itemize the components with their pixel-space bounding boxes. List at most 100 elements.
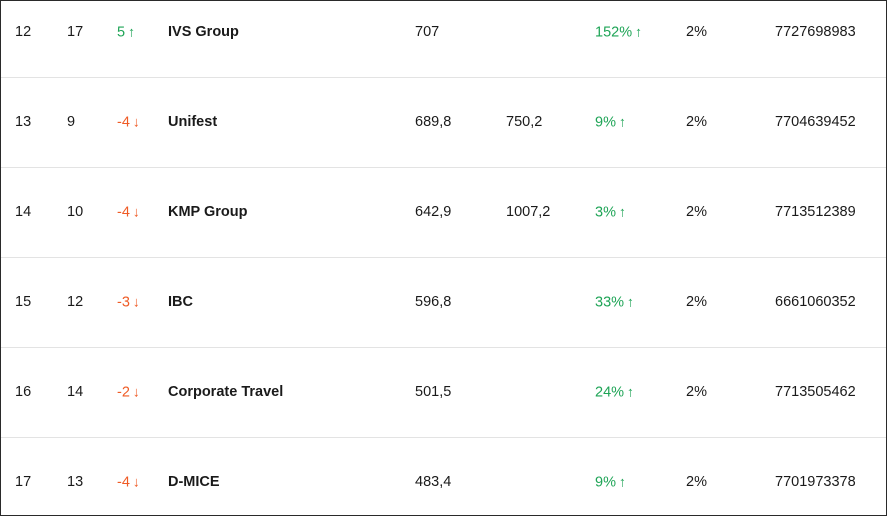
rank-cell: 17 — [15, 473, 31, 491]
share-text: 2% — [686, 114, 707, 130]
share-cell: 2% — [686, 293, 707, 311]
rank-change-cell: -3 ↓ — [117, 293, 140, 312]
value-current-text: 642,9 — [415, 204, 452, 220]
arrow-down-icon: ↓ — [132, 113, 140, 130]
growth-cell: 33% ↑ — [595, 293, 634, 312]
previous-rank-text: 12 — [67, 294, 84, 310]
previous-rank-cell: 12 — [67, 293, 83, 311]
arrow-up-icon: ↑ — [128, 23, 136, 40]
table-row: 16 14 -2 ↓ Corporate Travel 501,5 24% ↑ 2% 771350… — [1, 347, 886, 438]
inn-cell: 7704639452 — [775, 113, 856, 131]
value-current-text: 689,8 — [415, 114, 452, 130]
rank-text: 12 — [15, 24, 32, 40]
inn-text: 7727698983 — [775, 24, 856, 40]
value-current-cell: 707 — [415, 23, 439, 41]
share-cell: 2% — [686, 113, 707, 131]
rank-change-text: -4 — [117, 114, 130, 131]
share-cell: 2% — [686, 203, 707, 221]
previous-rank-cell: 9 — [67, 113, 75, 131]
previous-rank-text: 10 — [67, 204, 84, 220]
rank-cell: 14 — [15, 203, 31, 221]
previous-rank-cell: 14 — [67, 383, 83, 401]
arrow-down-icon: ↓ — [132, 293, 140, 310]
growth-text: 9% — [595, 114, 616, 131]
share-text: 2% — [686, 204, 707, 220]
inn-cell: 7727698983 — [775, 23, 856, 41]
rank-change-text: -2 — [117, 384, 130, 401]
inn-text: 7704639452 — [775, 114, 856, 130]
company-name-text: IVS Group — [168, 24, 239, 40]
company-name-text: D-MICE — [168, 474, 220, 490]
value-previous-cell: 750,2 — [506, 113, 542, 131]
rank-text: 13 — [15, 114, 32, 130]
value-current-text: 501,5 — [415, 384, 452, 400]
value-current-cell: 689,8 — [415, 113, 451, 131]
table-row: 12 17 5 ↑ IVS Group 707 152% ↑ 2% 7727698983 — [1, 1, 886, 78]
growth-text: 3% — [595, 204, 616, 221]
share-cell: 2% — [686, 473, 707, 491]
rank-text: 15 — [15, 294, 32, 310]
growth-cell: 3% ↑ — [595, 203, 626, 222]
value-current-cell: 596,8 — [415, 293, 451, 311]
share-text: 2% — [686, 294, 707, 310]
rank-text: 16 — [15, 384, 32, 400]
arrow-up-icon: ↑ — [627, 383, 635, 400]
rank-cell: 12 — [15, 23, 31, 41]
company-name-cell: IVS Group — [168, 23, 239, 41]
inn-text: 7713505462 — [775, 384, 856, 400]
previous-rank-text: 13 — [67, 474, 84, 490]
company-name-cell: KMP Group — [168, 203, 247, 221]
company-name-cell: Corporate Travel — [168, 383, 283, 401]
previous-rank-cell: 17 — [67, 23, 83, 41]
share-cell: 2% — [686, 23, 707, 41]
inn-cell: 7713505462 — [775, 383, 856, 401]
company-name-text: Unifest — [168, 114, 218, 130]
previous-rank-cell: 13 — [67, 473, 83, 491]
value-current-text: 483,4 — [415, 474, 452, 490]
growth-text: 9% — [595, 474, 616, 491]
arrow-down-icon: ↓ — [132, 473, 140, 490]
growth-cell: 9% ↑ — [595, 113, 626, 132]
inn-text: 7713512389 — [775, 204, 856, 220]
inn-text: 6661060352 — [775, 294, 856, 310]
value-previous-text: 1007,2 — [506, 204, 551, 220]
rank-change-text: -3 — [117, 294, 130, 311]
growth-text: 24% — [595, 384, 625, 401]
inn-cell: 7713512389 — [775, 203, 856, 221]
growth-cell: 9% ↑ — [595, 473, 626, 492]
rank-change-cell: -4 ↓ — [117, 203, 140, 222]
rank-change-text: 5 — [117, 24, 126, 41]
company-name-cell: D-MICE — [168, 473, 220, 491]
value-current-text: 707 — [415, 24, 440, 40]
rank-change-cell: -4 ↓ — [117, 113, 140, 132]
arrow-down-icon: ↓ — [132, 383, 140, 400]
value-current-cell: 642,9 — [415, 203, 451, 221]
rank-change-cell: 5 ↑ — [117, 23, 135, 42]
rank-cell: 16 — [15, 383, 31, 401]
previous-rank-text: 9 — [67, 114, 76, 130]
company-name-cell: IBC — [168, 293, 193, 311]
company-name-text: IBC — [168, 294, 193, 310]
arrow-up-icon: ↑ — [635, 23, 643, 40]
rank-change-text: -4 — [117, 474, 130, 491]
rank-change-cell: -4 ↓ — [117, 473, 140, 492]
share-cell: 2% — [686, 383, 707, 401]
arrow-down-icon: ↓ — [132, 203, 140, 220]
previous-rank-text: 14 — [67, 384, 84, 400]
rank-cell: 15 — [15, 293, 31, 311]
previous-rank-cell: 10 — [67, 203, 83, 221]
company-name-text: KMP Group — [168, 204, 248, 220]
company-name-text: Corporate Travel — [168, 384, 284, 400]
growth-cell: 24% ↑ — [595, 383, 634, 402]
growth-text: 152% — [595, 24, 633, 41]
inn-cell: 6661060352 — [775, 293, 856, 311]
rank-text: 14 — [15, 204, 32, 220]
value-previous-cell: 1007,2 — [506, 203, 550, 221]
rank-text: 17 — [15, 474, 32, 490]
arrow-up-icon: ↑ — [618, 113, 626, 130]
arrow-up-icon: ↑ — [618, 203, 626, 220]
value-current-text: 596,8 — [415, 294, 452, 310]
value-current-cell: 483,4 — [415, 473, 451, 491]
rank-cell: 13 — [15, 113, 31, 131]
table-row: 14 10 -4 ↓ KMP Group 642,9 1007,2 3% ↑ 2% 77135123… — [1, 167, 886, 258]
